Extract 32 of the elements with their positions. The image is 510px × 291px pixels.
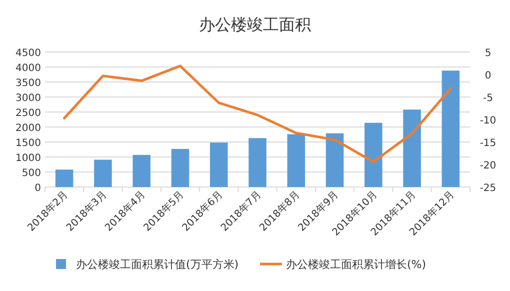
y2-tick-label: -25 — [480, 183, 496, 194]
bar — [287, 134, 306, 187]
y2-tick-label: 0 — [484, 70, 492, 82]
bar — [248, 138, 266, 187]
y2-tick-label: -15 — [480, 138, 496, 149]
y-tick-label: 2000 — [16, 123, 41, 134]
bar — [171, 148, 190, 187]
y-tick-label: 3500 — [16, 78, 41, 89]
bar — [364, 122, 382, 187]
y2-tick-label: -5 — [483, 93, 493, 104]
y-tick-label: 4000 — [16, 63, 41, 74]
y-tick-label: 3000 — [16, 93, 41, 104]
bar — [210, 142, 228, 187]
y2-tick-label: 5 — [484, 48, 492, 59]
y-tick-label: 1000 — [16, 153, 41, 164]
legend-label: 办公楼竣工面积累计值(万平方米) — [76, 258, 239, 271]
y2-tick-label: -10 — [480, 116, 496, 126]
y-tick-label: 4500 — [16, 48, 41, 59]
bar — [55, 170, 74, 187]
line-series — [63, 64, 452, 164]
bar — [403, 110, 421, 187]
bar — [132, 154, 150, 187]
y-tick-label: 500 — [22, 168, 41, 179]
bar — [94, 160, 112, 187]
bar — [326, 133, 344, 187]
y-tick-label: 0 — [34, 183, 41, 194]
y-tick-label: 2500 — [16, 108, 41, 119]
legend-label: 办公楼竣工面积累计增长(%) — [286, 258, 426, 271]
y-tick-label: 1500 — [16, 138, 41, 149]
y2-tick-label: -20 — [480, 160, 496, 172]
chart-title: 办公楼竣工面积 — [199, 15, 311, 34]
bar — [442, 70, 460, 187]
